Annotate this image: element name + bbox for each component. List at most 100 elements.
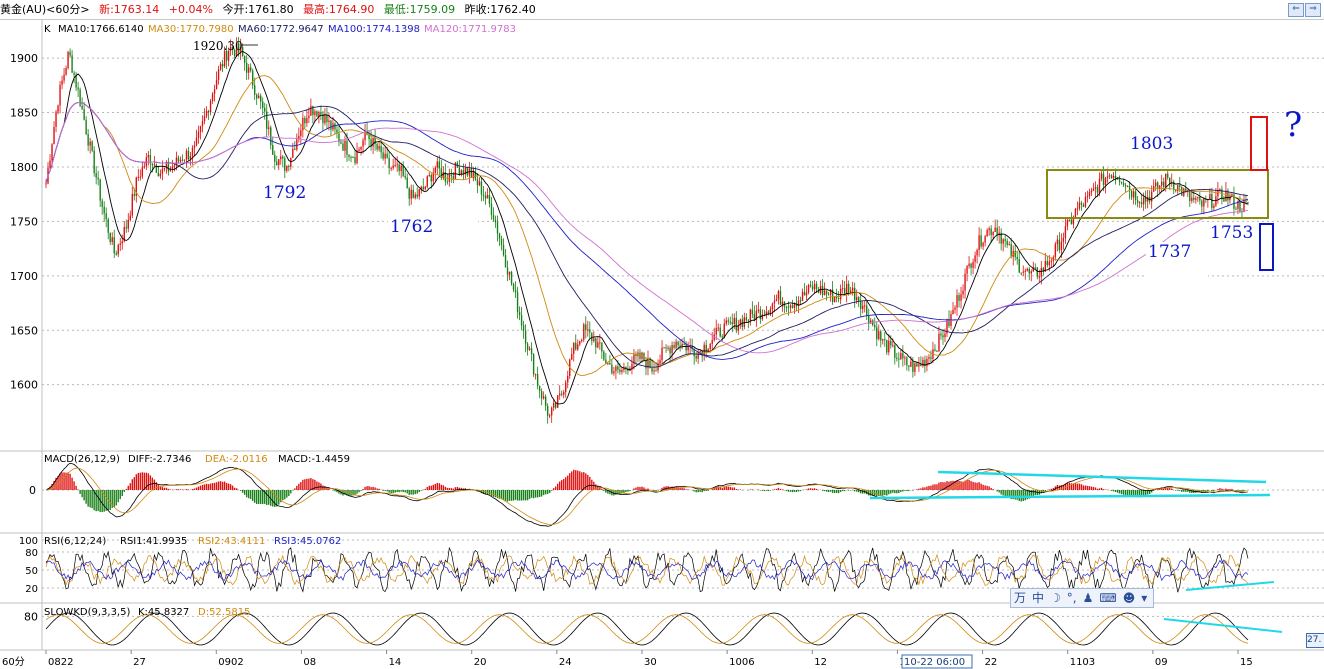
resistance-1803-label: 1803 (1130, 134, 1173, 154)
candle-body (294, 148, 296, 150)
x-tick-label: 0902 (218, 657, 243, 668)
ime-moon-icon[interactable]: ☽ (1050, 591, 1061, 605)
macd-value: MACD:-1.4459 (278, 454, 350, 465)
candle-body (115, 253, 117, 255)
ime-menu-icon[interactable]: ▾ (1141, 591, 1148, 605)
candle-body (687, 345, 689, 351)
candle-body (107, 219, 109, 233)
ime-toolbar[interactable]: 万中 ☽ °, ♟ ⌨ ☻ ▾ (1010, 588, 1154, 608)
x-tick-label: 0822 (48, 657, 73, 668)
candle-body (795, 303, 798, 307)
kd-d-line (45, 614, 1249, 644)
candle-body (1060, 241, 1063, 251)
candle-body (57, 105, 59, 112)
candle-body (183, 159, 186, 161)
candle-body (322, 114, 324, 124)
candle-body (1114, 175, 1117, 179)
candle-body (797, 300, 800, 307)
candle-body (928, 357, 930, 359)
ime-punct-icon[interactable]: °, (1066, 591, 1077, 605)
candle-body (440, 168, 443, 179)
candle-body (159, 173, 162, 177)
candle-body (139, 176, 142, 178)
x-tick-label: 14 (389, 657, 402, 668)
candle-body (1221, 189, 1223, 200)
high-price: 最高:1764.90 (303, 3, 375, 16)
candle-body (89, 141, 91, 146)
annotation-mask (1124, 130, 1210, 162)
candle-body (350, 156, 352, 158)
candle-body (83, 109, 85, 120)
candle-body (924, 359, 926, 367)
candle-body (876, 327, 878, 340)
candle-body (1072, 218, 1075, 225)
candle-body (908, 365, 910, 367)
candle-body (125, 227, 127, 229)
candle-body (1213, 205, 1215, 209)
candle-body (438, 161, 441, 169)
candles-layer (45, 36, 1249, 424)
ime-chinese-icon[interactable]: 中 (1032, 591, 1045, 605)
candle-body (251, 70, 254, 86)
candle-body (667, 347, 669, 349)
candle-body (99, 179, 101, 201)
candle-body (1108, 175, 1111, 177)
candle-body (1179, 185, 1181, 187)
candle-body (970, 263, 972, 268)
candle-body (67, 51, 69, 69)
candle-body (585, 324, 587, 331)
candle-body (697, 352, 699, 359)
candle-body (1062, 237, 1065, 242)
candle-body (320, 111, 322, 115)
prev-close: 昨收:1762.40 (464, 3, 536, 16)
candle-body (1090, 190, 1093, 193)
candle-body (260, 95, 262, 102)
candle-body (1098, 178, 1101, 193)
candle-body (898, 358, 900, 360)
candle-body (165, 162, 168, 169)
candle-body (163, 168, 166, 170)
rsi1-value: RSI1:41.9935 (120, 536, 187, 547)
candle-body (199, 126, 202, 132)
candle-body (191, 147, 194, 157)
candle-body (583, 324, 585, 340)
candle-body (243, 56, 246, 63)
ime-keyboard-icon[interactable]: ⌨ (1099, 591, 1117, 605)
candle-body (51, 144, 53, 161)
candle-body (1122, 182, 1125, 186)
candle-body (976, 249, 978, 256)
candle-body (536, 374, 539, 386)
candle-body (193, 145, 196, 148)
candle-body (408, 188, 410, 199)
next-arrow-icon[interactable]: ⇒ (1305, 3, 1321, 17)
candle-body (93, 150, 95, 174)
candle-body (290, 157, 292, 167)
candle-body (542, 396, 545, 399)
candle-body (858, 297, 860, 301)
grid-lines (0, 20, 1324, 651)
candle-body (940, 333, 942, 336)
crosshair-time-box (901, 654, 973, 669)
candle-body (348, 154, 350, 157)
candle-body (215, 79, 218, 90)
ime-user-icon[interactable]: ♟ (1082, 591, 1094, 605)
candle-body (1030, 271, 1032, 274)
ime-mode-icon[interactable]: 万 (1014, 591, 1027, 605)
high-point-label: 1920.30 (193, 39, 243, 53)
candle-body (1161, 181, 1163, 186)
candle-body (105, 213, 107, 220)
candle-body (344, 140, 346, 151)
ime-skin-icon[interactable]: ☻ (1122, 591, 1136, 605)
candle-body (1156, 182, 1159, 189)
candle-body (384, 153, 386, 159)
candle-body (771, 303, 774, 310)
prev-arrow-icon[interactable]: ⇐ (1288, 3, 1304, 17)
candle-body (683, 343, 685, 345)
candle-body (380, 146, 382, 153)
candle-body (1022, 271, 1024, 273)
candle-body (1064, 226, 1067, 238)
candle-body (378, 146, 380, 150)
candle-body (1066, 220, 1069, 227)
candle-body (902, 353, 904, 359)
